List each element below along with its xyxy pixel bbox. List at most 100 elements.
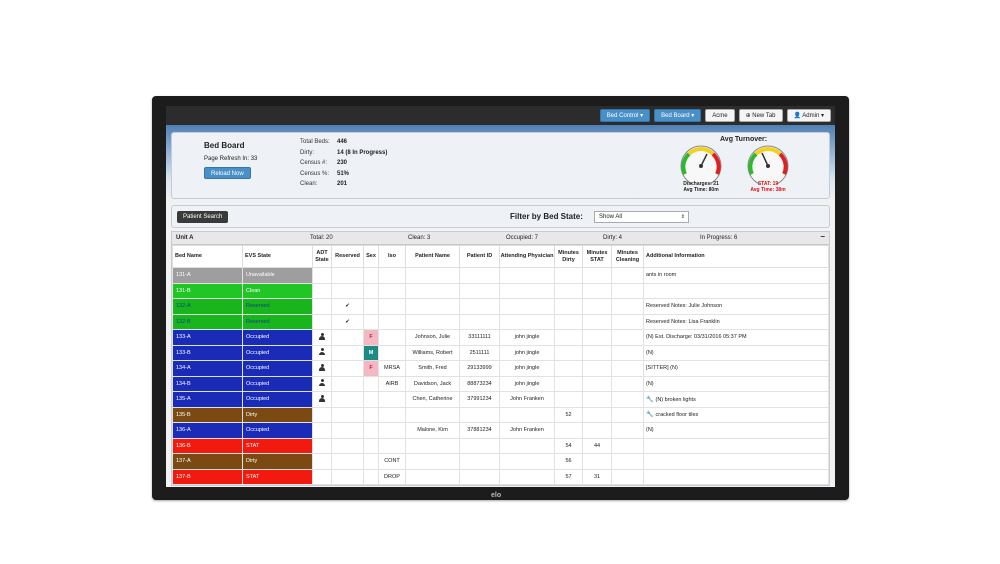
new-tab-button[interactable]: ⊕ New Tab — [738, 109, 783, 122]
table-row[interactable]: 132-B Reserved ✔ Reserved Notes: Lisa Frank… — [172, 313, 829, 330]
col-iso[interactable]: Iso — [378, 245, 406, 268]
patient-name-cell: Smith, Fred — [405, 360, 460, 377]
attending-cell — [499, 468, 555, 485]
patient-id-cell — [459, 282, 500, 299]
gauge-discharges-time: Avg Time: 80m — [683, 187, 719, 193]
elo-logo: elo — [491, 492, 502, 499]
col-sex[interactable]: Sex — [363, 245, 379, 268]
patient-name-cell: Malone, Kim — [405, 422, 460, 439]
patient-search-button[interactable]: Patient Search — [177, 211, 229, 223]
table-row[interactable]: 135-A Occupied Chen, Catherine 37991234 John… — [172, 391, 829, 408]
stat-gauge: STAT: 19 Avg Time: 38m — [744, 144, 792, 194]
patient-id-cell — [459, 468, 500, 485]
table-row[interactable]: 133-A Occupied F Johnson, Julie 33111111 john… — [172, 329, 829, 346]
additional-info-cell: 🔧 (N) broken lights — [643, 391, 829, 408]
table-row[interactable]: 137-B STAT DROP 57 31 — [172, 468, 829, 485]
reload-now-button[interactable]: Reload Now — [204, 167, 251, 179]
table-row[interactable]: 131-A Unavailable ants in room — [172, 267, 829, 284]
minutes-stat-cell — [582, 344, 612, 361]
minutes-stat-cell — [582, 267, 612, 284]
evs-state-cell: Clean — [242, 282, 313, 299]
sex-cell — [363, 406, 379, 423]
col-additional-info[interactable]: Additional Information — [643, 245, 829, 268]
nav-buttons: Bed Control ▾ Bed Board ▾ Acme ⊕ New Tab… — [599, 109, 831, 122]
attending-cell — [499, 298, 555, 315]
unit-header[interactable]: Unit A Total: 20 Clean: 3 Occupied: 7 Di… — [172, 232, 829, 245]
wrench-icon: 🔧 — [646, 396, 654, 403]
unit-clean: Clean: 3 — [408, 235, 431, 241]
minutes-cleaning-cell — [611, 453, 644, 470]
reserved-cell — [331, 406, 364, 423]
bed-board-menu[interactable]: Bed Board ▾ — [654, 109, 702, 122]
bed-name-cell: 132-B — [172, 313, 243, 330]
additional-info-cell — [643, 282, 829, 299]
col-adt-state[interactable]: ADT State — [312, 245, 332, 268]
adt-state-cell — [312, 468, 332, 485]
avg-turnover-title: Avg Turnover: — [720, 136, 768, 143]
evs-state-cell: Occupied — [242, 422, 313, 439]
reserved-cell: ✔ — [331, 313, 364, 330]
table-row[interactable]: 137-A Dirty CONT 56 — [172, 453, 829, 470]
col-evs-state[interactable]: EVS State — [242, 245, 313, 268]
col-minutes-stat[interactable]: Minutes STAT — [582, 245, 612, 268]
minutes-cleaning-cell — [611, 329, 644, 346]
col-patient-id[interactable]: Patient ID — [459, 245, 500, 268]
minutes-dirty-cell — [554, 313, 583, 330]
adt-state-cell — [312, 282, 332, 299]
bed-control-menu[interactable]: Bed Control ▾ — [599, 109, 651, 122]
table-row[interactable]: 134-A Occupied F MRSA Smith, Fred 29133999 joh… — [172, 360, 829, 377]
filter-bar: Patient Search Filter by Bed State: Show… — [171, 205, 830, 228]
table-row[interactable]: 134-B Occupied AIRB Davidson, Jack 88873234 j… — [172, 375, 829, 392]
table-row[interactable]: 133-B Occupied M Williams, Robert 2511111 joh… — [172, 344, 829, 361]
minutes-stat-cell — [582, 453, 612, 470]
minutes-stat-cell — [582, 298, 612, 315]
admin-menu[interactable]: 👤 Admin ▾ — [786, 109, 831, 122]
table-row[interactable]: 131-B Clean — [172, 282, 829, 299]
col-minutes-dirty[interactable]: Minutes Dirty — [554, 245, 583, 268]
reserved-cell — [331, 391, 364, 408]
sex-cell — [363, 453, 379, 470]
additional-info-cell: 🔧 cracked floor tiles — [643, 406, 829, 423]
additional-info-cell: ants in room — [643, 267, 829, 284]
reserved-cell: ✔ — [331, 298, 364, 315]
person-icon — [319, 379, 325, 387]
col-bed-name[interactable]: Bed Name — [172, 245, 243, 268]
collapse-icon[interactable]: – — [820, 232, 825, 241]
additional-info-cell: (N) — [643, 344, 829, 361]
minutes-cleaning-cell — [611, 267, 644, 284]
table-row[interactable]: 136-A Occupied Malone, Kim 37881234 John Fra… — [172, 422, 829, 439]
col-minutes-cleaning[interactable]: Minutes Cleaning — [611, 245, 644, 268]
minutes-cleaning-cell — [611, 313, 644, 330]
reserved-cell — [331, 375, 364, 392]
select-arrows-icon: ⇕ — [680, 214, 685, 220]
bed-name-cell: 132-A — [172, 298, 243, 315]
iso-cell: DROP — [378, 468, 406, 485]
patient-name-cell — [405, 453, 460, 470]
bed-state-select[interactable]: Show All ⇕ — [594, 211, 689, 223]
reserved-cell — [331, 360, 364, 377]
additional-info-text: [SITTER] (N) — [646, 365, 678, 372]
table-row[interactable]: 135-B Dirty 52 🔧 cracked floor tiles — [172, 406, 829, 423]
col-patient-name[interactable]: Patient Name — [405, 245, 460, 268]
attending-cell — [499, 313, 555, 330]
patient-id-cell: 29133999 — [459, 360, 500, 377]
evs-state-cell: Reserved — [242, 298, 313, 315]
col-attending[interactable]: Attending Physician — [499, 245, 555, 268]
bed-name-cell: 131-A — [172, 267, 243, 284]
adt-state-cell — [312, 437, 332, 454]
table-row[interactable]: 132-A Reserved ✔ Reserved Notes: Julie John… — [172, 298, 829, 315]
additional-info-text: cracked floor tiles — [655, 412, 699, 419]
minutes-dirty-cell: 52 — [554, 406, 583, 423]
table-row[interactable]: 136-B STAT 54 44 — [172, 437, 829, 454]
additional-info-text: (N) — [646, 380, 654, 387]
patient-id-cell: 37991234 — [459, 391, 500, 408]
bed-name-cell: 133-B — [172, 344, 243, 361]
col-reserved[interactable]: Reserved — [331, 245, 364, 268]
acme-button[interactable]: Acme — [705, 109, 735, 122]
patient-id-cell — [459, 298, 500, 315]
patient-id-cell — [459, 406, 500, 423]
attending-cell — [499, 453, 555, 470]
evs-state-cell: STAT — [242, 437, 313, 454]
person-icon — [319, 363, 325, 371]
reserved-cell — [331, 282, 364, 299]
